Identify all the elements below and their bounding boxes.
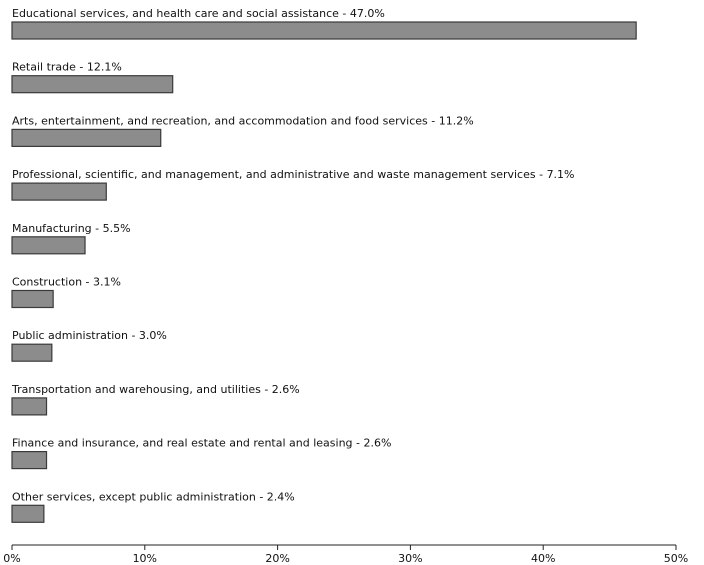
- x-tick-label-0: 0%: [3, 552, 20, 565]
- bar-label-5: Construction - 3.1%: [12, 276, 121, 289]
- bar-label-0: Educational services, and health care an…: [12, 7, 385, 20]
- bar-label-8: Finance and insurance, and real estate a…: [12, 437, 391, 450]
- bar-9: [11, 504, 45, 523]
- bar-label-3: Professional, scientific, and management…: [12, 168, 575, 181]
- x-axis: 0% 10% 20% 30% 40% 50%: [3, 544, 688, 565]
- x-tick-label-3: 30%: [398, 552, 422, 565]
- bar-label-7: Transportation and warehousing, and util…: [11, 383, 300, 396]
- bars-group: Educational services, and health care an…: [11, 7, 637, 523]
- bar-4: [11, 236, 86, 255]
- bar-1: [11, 75, 174, 94]
- x-tick-label-1: 10%: [133, 552, 157, 565]
- bar-label-4: Manufacturing - 5.5%: [12, 222, 131, 235]
- bar-3: [11, 182, 107, 201]
- bar-6: [11, 343, 53, 362]
- bar-5: [11, 289, 54, 309]
- bar-label-2: Arts, entertainment, and recreation, and…: [12, 114, 474, 127]
- bar-8: [11, 451, 48, 470]
- bar-2: [11, 128, 162, 147]
- x-tick-label-5: 50%: [664, 552, 688, 565]
- bar-0: [11, 21, 637, 40]
- x-tick-label-2: 20%: [265, 552, 289, 565]
- bar-label-1: Retail trade - 12.1%: [12, 61, 122, 74]
- bar-label-9: Other services, except public administra…: [12, 490, 295, 503]
- x-tick-label-4: 40%: [531, 552, 555, 565]
- bar-label-6: Public administration - 3.0%: [12, 329, 167, 342]
- bar-7: [11, 397, 48, 416]
